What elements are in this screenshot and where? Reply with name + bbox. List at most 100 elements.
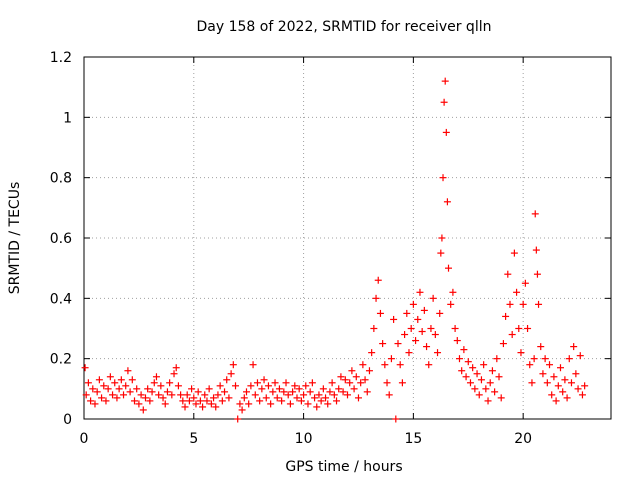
data-point (581, 382, 589, 390)
data-point (326, 388, 334, 396)
data-point (300, 391, 308, 399)
data-point (168, 391, 176, 399)
data-point (194, 388, 202, 396)
data-point (174, 382, 182, 390)
data-point (548, 391, 556, 399)
data-point (482, 385, 490, 393)
data-point (493, 355, 501, 363)
y-tick-label: 1 (63, 110, 72, 126)
data-point (124, 367, 132, 375)
data-point (567, 379, 575, 387)
data-point (155, 391, 163, 399)
data-point (282, 379, 290, 387)
data-point (330, 391, 338, 399)
data-point (199, 403, 207, 411)
data-point (227, 370, 235, 378)
data-point (286, 400, 294, 408)
data-point (546, 361, 554, 369)
data-point (273, 394, 281, 402)
data-point (82, 391, 90, 399)
data-point (242, 388, 250, 396)
data-point (229, 361, 237, 369)
data-point (396, 361, 404, 369)
data-point (308, 379, 316, 387)
x-axis-label: GPS time / hours (285, 459, 402, 475)
data-point (196, 397, 204, 405)
data-point (201, 391, 209, 399)
data-point (247, 382, 255, 390)
data-point (541, 355, 549, 363)
data-point (335, 385, 343, 393)
data-point (284, 391, 292, 399)
data-point (137, 391, 145, 399)
data-point (163, 388, 171, 396)
data-point (403, 309, 411, 317)
y-tick-label: 0 (63, 412, 72, 428)
data-point (333, 397, 341, 405)
data-point (533, 270, 541, 278)
data-point (111, 379, 119, 387)
data-point (232, 382, 240, 390)
data-point (102, 397, 110, 405)
data-point (324, 400, 332, 408)
data-point (352, 373, 360, 381)
grid (84, 57, 611, 419)
data-point (491, 388, 499, 396)
data-point (234, 415, 242, 423)
data-point (192, 400, 200, 408)
data-point (238, 406, 246, 414)
data-point (477, 376, 485, 384)
data-point (269, 388, 277, 396)
data-point (253, 379, 261, 387)
y-tick-labels: 0 0.2 0.4 0.6 0.8 1 1.2 (50, 50, 72, 428)
y-tick-label: 0.2 (50, 352, 72, 368)
data-point (473, 370, 481, 378)
data-point (344, 391, 351, 399)
data-point (409, 300, 417, 308)
data-point (531, 210, 539, 218)
x-tick-labels: 0 5 10 15 20 (80, 431, 533, 447)
data-point (370, 325, 378, 332)
data-point (236, 400, 244, 408)
data-point (264, 382, 272, 390)
data-point (271, 379, 279, 387)
plot-frame (83, 56, 612, 420)
data-point (293, 394, 301, 402)
data-point (398, 379, 406, 387)
data-point (207, 400, 215, 408)
data-point (262, 394, 270, 402)
data-points (81, 77, 589, 423)
data-point (434, 349, 442, 357)
data-point (113, 394, 121, 402)
data-point (563, 394, 571, 402)
data-point (179, 397, 187, 405)
data-point (139, 406, 147, 414)
data-point (357, 379, 365, 387)
data-point (394, 340, 402, 348)
data-point (530, 355, 538, 363)
data-point (322, 394, 330, 402)
data-point (440, 98, 448, 106)
data-point (524, 325, 532, 332)
data-point (532, 246, 540, 254)
data-point (166, 379, 174, 387)
data-point (251, 391, 259, 399)
data-point (350, 385, 358, 393)
data-point (480, 361, 488, 369)
data-point (559, 388, 567, 396)
data-point (412, 337, 420, 345)
data-point (109, 391, 117, 399)
data-point (423, 343, 431, 351)
data-point (445, 264, 453, 272)
data-point (439, 174, 447, 182)
data-point (451, 325, 459, 332)
data-point (519, 300, 527, 308)
data-point (543, 379, 551, 387)
data-point (214, 391, 222, 399)
data-point (572, 370, 580, 378)
data-point (131, 397, 139, 405)
data-point (117, 376, 125, 384)
data-point (552, 397, 560, 405)
